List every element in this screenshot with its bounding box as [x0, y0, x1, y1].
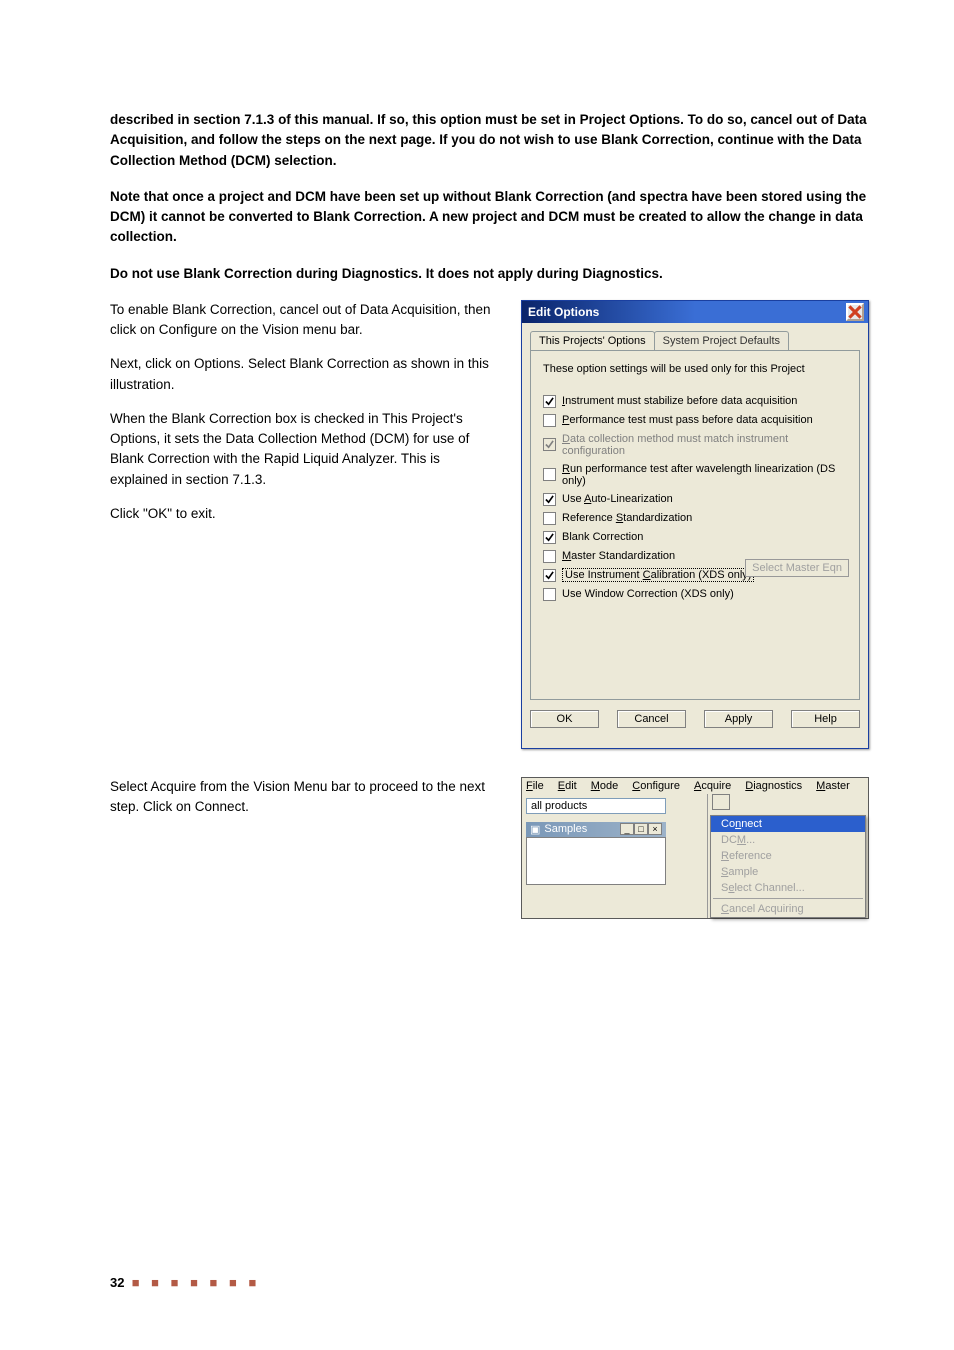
checkbox-row-1: Performance test must pass before data a… [543, 414, 851, 427]
cancel-button[interactable]: Cancel [617, 710, 686, 728]
menu-separator [713, 898, 863, 899]
checkbox-label-4: Use Auto-Linearization [562, 493, 673, 505]
menu-master[interactable]: Master [816, 780, 850, 792]
checkbox-4[interactable] [543, 493, 556, 506]
checkbox-row-4: Use Auto-Linearization [543, 493, 851, 506]
checkbox-label-8: Use Instrument Calibration (XDS only) [562, 569, 754, 581]
checkbox-0[interactable] [543, 395, 556, 408]
para-3: Do not use Blank Correction during Diagn… [110, 264, 869, 284]
left-text-column: To enable Blank Correction, cancel out o… [110, 300, 501, 777]
menu-item-dcm-: DCM... [711, 832, 865, 848]
panel-note: These option settings will be used only … [543, 363, 851, 375]
dialog-tabs: This Projects' Options System Project De… [530, 331, 860, 350]
checkbox-row-2: Data collection method must match instru… [543, 433, 851, 457]
left-p2: Next, click on Options. Select Blank Cor… [110, 354, 501, 395]
page-number: 32 [110, 1275, 124, 1290]
para-2: Note that once a project and DCM have be… [110, 187, 869, 248]
checkbox-label-6: Blank Correction [562, 531, 643, 543]
checkbox-label-3: Run performance test after wavelength li… [562, 463, 851, 487]
menu-file[interactable]: File [526, 780, 544, 792]
tab-this-project[interactable]: This Projects' Options [530, 331, 655, 350]
menu-item-connect[interactable]: Connect [711, 816, 865, 832]
samples-window-titlebar: ▣ Samples _ □ × [526, 822, 666, 837]
menu-acquire[interactable]: Acquire [694, 780, 731, 792]
samples-title: Samples [544, 823, 587, 835]
maximize-icon[interactable]: □ [634, 823, 648, 835]
checkbox-row-5: Reference Standardization [543, 512, 851, 525]
close-button[interactable] [846, 303, 864, 321]
close-icon [848, 305, 862, 319]
menu-configure[interactable]: Configure [632, 780, 680, 792]
checkbox-label-0: Instrument must stabilize before data ac… [562, 395, 797, 407]
left-p1: To enable Blank Correction, cancel out o… [110, 300, 501, 341]
left-p5: Select Acquire from the Vision Menu bar … [110, 777, 501, 818]
menu-mode[interactable]: Mode [591, 780, 619, 792]
samples-window-body [526, 837, 666, 885]
checkbox-9[interactable] [543, 588, 556, 601]
checkbox-row-0: Instrument must stabilize before data ac… [543, 395, 851, 408]
checkbox-row-6: Blank Correction [543, 531, 851, 544]
close-icon[interactable]: × [648, 823, 662, 835]
checkbox-label-1: Performance test must pass before data a… [562, 414, 813, 426]
select-master-eqn-button: Select Master Eqn [745, 559, 849, 577]
checkbox-6[interactable] [543, 531, 556, 544]
toolbar-chart-icon[interactable] [712, 794, 730, 810]
acquire-dropdown: ConnectDCM...ReferenceSampleSelect Chann… [710, 815, 866, 918]
checkbox-1[interactable] [543, 414, 556, 427]
ok-button[interactable]: OK [530, 710, 599, 728]
menu-edit[interactable]: Edit [558, 780, 577, 792]
left-p4: Click "OK" to exit. [110, 504, 501, 524]
samples-icon: ▣ [530, 823, 540, 836]
minimize-icon[interactable]: _ [620, 823, 634, 835]
menu-item-cancel-acquiring: Cancel Acquiring [711, 901, 865, 917]
checkbox-row-3: Run performance test after wavelength li… [543, 463, 851, 487]
dialog-button-row: OK Cancel Apply Help [530, 700, 860, 740]
tab-system-defaults[interactable]: System Project Defaults [654, 331, 789, 350]
menu-item-reference: Reference [711, 848, 865, 864]
checkbox-7[interactable] [543, 550, 556, 563]
checkbox-label-7: Master Standardization [562, 550, 675, 562]
apply-button[interactable]: Apply [704, 710, 773, 728]
help-button[interactable]: Help [791, 710, 860, 728]
menu-item-select-channel-: Select Channel... [711, 880, 865, 896]
menu-item-sample: Sample [711, 864, 865, 880]
left-p3: When the Blank Correction box is checked… [110, 409, 501, 490]
footer-dots: ■ ■ ■ ■ ■ ■ ■ [132, 1275, 261, 1290]
checkbox-3[interactable] [543, 468, 556, 481]
product-selector[interactable]: all products [526, 798, 666, 814]
checkbox-8[interactable] [543, 569, 556, 582]
checkbox-label-2: Data collection method must match instru… [562, 433, 851, 457]
edit-options-dialog: Edit Options This Projects' Options Syst… [521, 300, 869, 749]
menu-row: File Edit Mode Configure Acquire Diagnostics M… [522, 778, 868, 794]
tab-panel: These option settings will be used only … [530, 350, 860, 700]
menubar-screenshot: File Edit Mode Configure Acquire Diagnostics M… [521, 777, 869, 919]
dialog-title: Edit Options [528, 305, 846, 319]
para-1: described in section 7.1.3 of this manua… [110, 110, 869, 171]
checkbox-label-9: Use Window Correction (XDS only) [562, 588, 734, 600]
menu-diagnostics[interactable]: Diagnostics [745, 780, 802, 792]
checkbox-2 [543, 438, 556, 451]
checkbox-label-5: Reference Standardization [562, 512, 692, 524]
checkbox-5[interactable] [543, 512, 556, 525]
checkbox-row-9: Use Window Correction (XDS only) [543, 588, 851, 601]
dialog-titlebar: Edit Options [522, 301, 868, 323]
page-footer: 32 ■ ■ ■ ■ ■ ■ ■ [110, 1275, 260, 1290]
